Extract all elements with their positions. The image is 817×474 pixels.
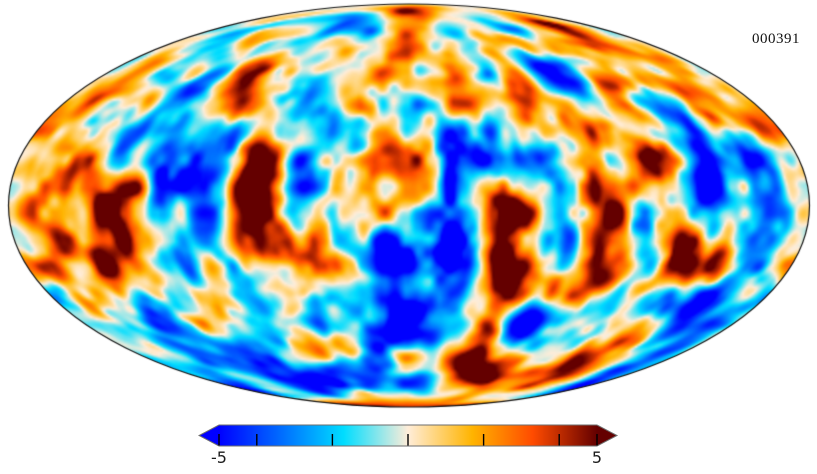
map-id-label: 000391 <box>752 31 800 47</box>
colorbar <box>198 424 619 447</box>
mollweide-sky-map <box>0 0 817 415</box>
colorbar-max-label: 5 <box>591 448 603 467</box>
colorbar-ticks <box>218 434 598 446</box>
colorbar-min-label: -5 <box>211 448 227 467</box>
